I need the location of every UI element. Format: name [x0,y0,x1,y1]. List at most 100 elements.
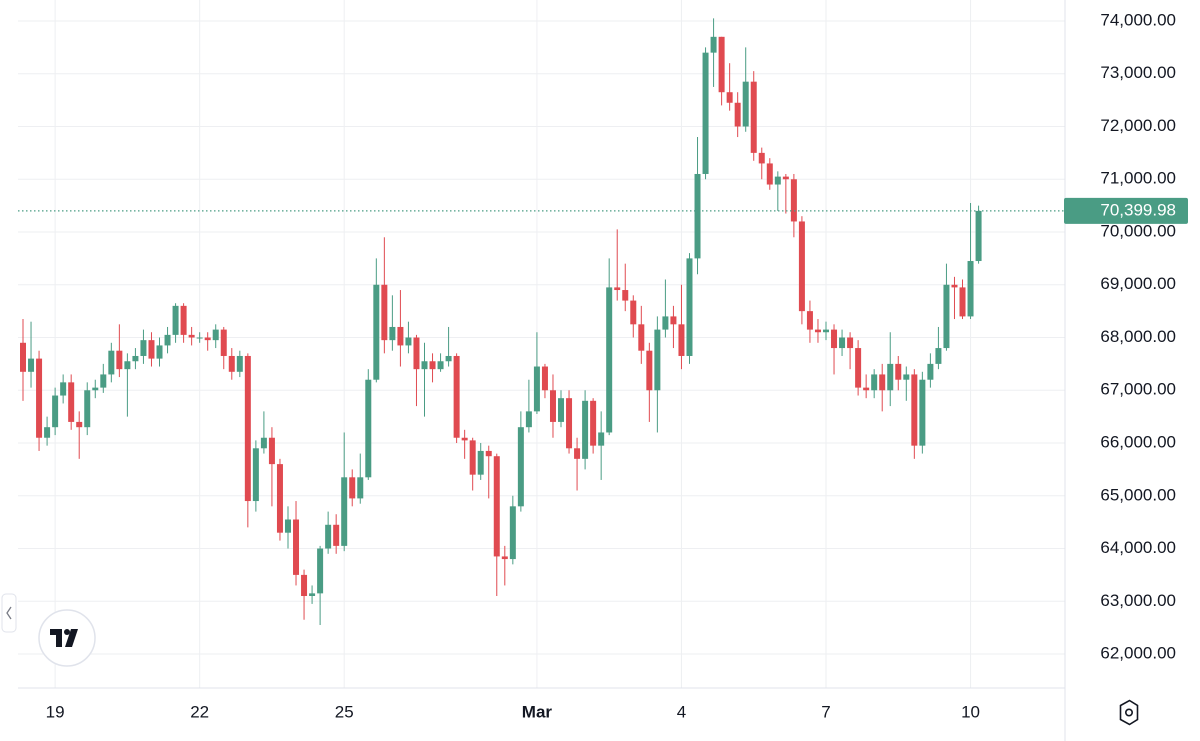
candle-body [220,329,227,356]
candle-body [541,366,548,391]
candle-body [212,329,219,341]
x-tick-label: 7 [821,702,830,721]
y-tick-label: 64,000.00 [1100,538,1176,557]
candle-body [268,437,275,465]
candle-body [879,374,886,391]
candle-body [276,464,283,533]
candle-body [614,287,621,291]
candle-body [437,361,444,370]
candle-body [517,427,524,507]
candle-body [582,400,589,459]
candle-body [188,334,195,338]
candle-body [525,411,532,428]
candle-body [734,102,741,127]
candle-body [28,358,35,372]
candle-body [309,593,316,596]
candle-body [847,337,854,349]
candle-body [501,556,508,560]
candle-body [148,340,155,359]
candle-body [766,163,773,185]
candle-body [349,477,356,499]
candle-body [228,355,235,372]
candle-body [798,221,805,312]
candle-body [485,450,492,457]
candle-body [758,152,765,164]
candle-body [566,398,573,449]
candle-body [654,329,661,391]
candle-body [260,437,267,449]
candle-body [60,382,67,396]
y-tick-label: 69,000.00 [1100,274,1176,293]
collapse-tab[interactable] [1,593,17,633]
candle-body [590,400,597,446]
grid [18,0,1065,688]
candle-body [68,382,75,422]
y-tick-label: 65,000.00 [1100,485,1176,504]
candle-body [333,524,340,546]
x-tick-label: 4 [677,702,686,721]
candle-body [935,348,942,364]
candle-body [558,398,565,422]
y-tick-label: 70,000.00 [1100,221,1176,240]
candle-body [702,52,709,174]
candle-body [100,374,107,388]
candle-body [36,358,43,438]
logo[interactable] [38,609,96,667]
candle-body [301,574,308,596]
candle-body [959,287,966,317]
candle-body [509,506,516,560]
candle-body [806,311,813,330]
candle-body [814,329,821,333]
candle-body [92,387,99,391]
candle-body [108,350,115,375]
candle-body [646,350,653,391]
candle-body [244,355,251,502]
y-tick-label: 62,000.00 [1100,644,1176,663]
settings-icon[interactable] [1119,699,1139,726]
candle-body [975,210,982,262]
candle-body [839,337,846,349]
candle-body [726,92,733,103]
candle-body [823,329,829,333]
candles [20,18,982,626]
candle-body [164,334,171,346]
candle-body [622,290,629,301]
y-tick-label: 73,000.00 [1100,63,1176,82]
candle-body [20,342,26,372]
candle-body [236,355,243,372]
candle-body [967,261,974,317]
candle-body [911,374,918,446]
candle-body [919,379,926,446]
candle-body [357,477,364,499]
candle-body [284,519,291,533]
candle-body [951,284,958,288]
x-tick-label: 10 [961,702,980,721]
candle-body [341,477,348,546]
candle-body [325,524,332,549]
candle-body [389,326,396,341]
candle-body [638,324,645,351]
candle-body [124,361,131,370]
y-tick-label: 63,000.00 [1100,591,1176,610]
candle-body [172,305,179,335]
candle-body [317,548,324,594]
y-tick-label: 68,000.00 [1100,327,1176,346]
candle-body [750,81,757,153]
price-label: 70,399.98 [1100,200,1176,219]
candle-body [196,337,203,339]
candle-body [156,345,163,359]
candle-body [678,324,685,356]
candle-body [52,395,59,428]
candle-body [790,179,797,222]
candle-body [116,350,123,370]
candle-body [943,284,950,349]
candle-body [774,176,781,185]
candle-body [365,379,372,478]
y-tick-label: 74,000.00 [1100,10,1176,29]
candle-body [694,173,701,259]
candle-body [606,287,613,433]
candle-body [405,337,412,346]
candle-body [903,374,910,380]
candle-body [477,450,484,475]
y-tick-label: 67,000.00 [1100,380,1176,399]
